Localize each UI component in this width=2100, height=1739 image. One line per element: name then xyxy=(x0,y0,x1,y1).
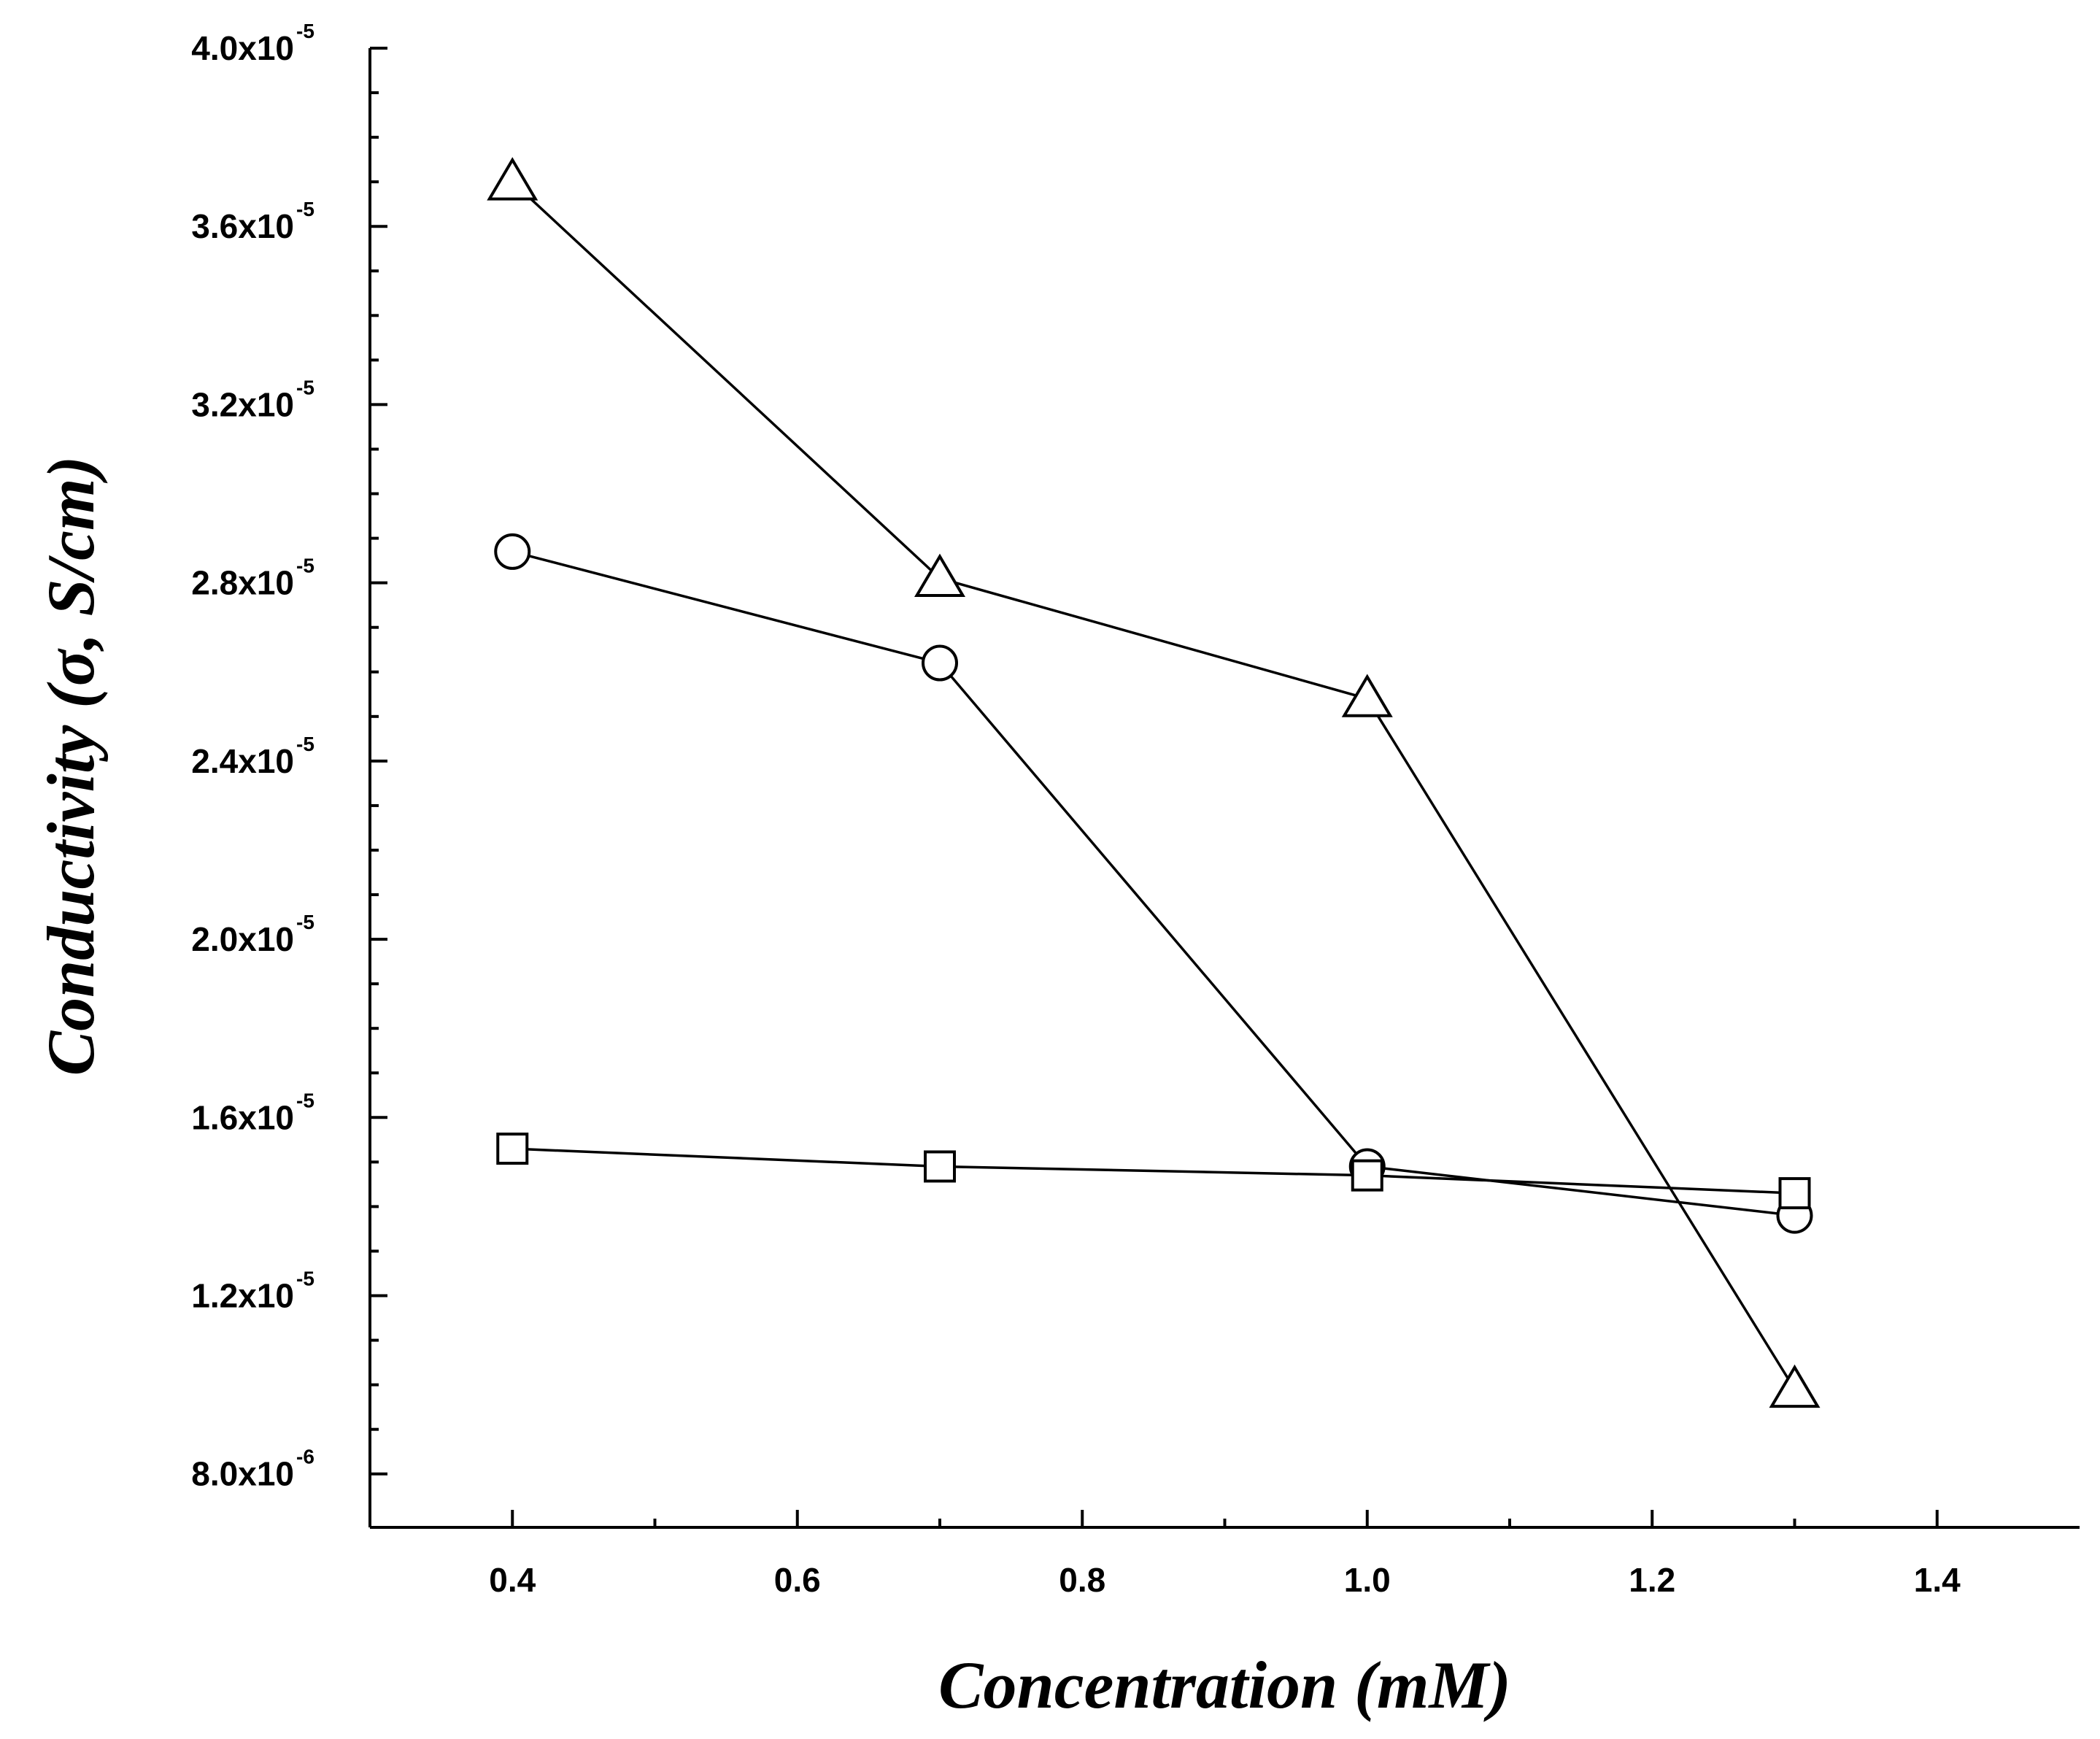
y-tick-label: 3.2x10 xyxy=(191,385,294,423)
axes xyxy=(368,48,2080,1529)
y-tick-label: 4.0x10 xyxy=(191,29,294,67)
data-point-circle xyxy=(494,533,531,570)
y-tick-exponent: -5 xyxy=(296,20,314,42)
y-tick-label: 1.6x10 xyxy=(191,1098,294,1136)
data-point-square xyxy=(1351,1159,1383,1192)
y-tick-exponent: -5 xyxy=(296,1089,314,1111)
y-tick-exponent: -5 xyxy=(296,555,314,577)
series-layer xyxy=(487,157,1821,1408)
x-tick-label: 1.2 xyxy=(1629,1561,1675,1599)
data-point-square xyxy=(1778,1177,1811,1210)
x-tick-label: 1.0 xyxy=(1344,1561,1391,1599)
series-square xyxy=(496,1133,1811,1210)
series-line-circle xyxy=(512,550,1795,1217)
y-tick-exponent: -5 xyxy=(296,911,314,933)
data-point-circle xyxy=(922,644,958,682)
data-point-triangle xyxy=(487,157,538,201)
data-point-triangle xyxy=(1341,674,1393,717)
x-tick-label: 1.4 xyxy=(1914,1561,1961,1599)
y-tick-exponent: -5 xyxy=(296,198,314,220)
series-line-triangle xyxy=(512,180,1796,1390)
y-axis-ticks: 8.0x10 -61.2x10 -51.6x10 -52.0x10 -52.4x10 -5… xyxy=(191,20,387,1493)
x-axis-ticks: 0.4 0.6 0.8 1.0 1.2 1.4 xyxy=(368,1510,1961,1599)
series-line-square xyxy=(512,1147,1795,1195)
x-tick-label: 0.4 xyxy=(489,1561,536,1599)
data-point-square xyxy=(924,1150,956,1183)
y-tick-exponent: -6 xyxy=(296,1446,314,1468)
y-tick-exponent: -5 xyxy=(296,376,314,398)
x-tick-label: 0.8 xyxy=(1059,1561,1105,1599)
data-point-triangle xyxy=(914,553,966,597)
y-tick-label: 2.4x10 xyxy=(191,742,294,780)
x-tick-label: 0.6 xyxy=(774,1561,821,1599)
y-tick-label: 3.6x10 xyxy=(191,207,294,245)
y-tick-label: 8.0x10 xyxy=(191,1455,294,1493)
y-tick-exponent: -5 xyxy=(296,733,314,755)
y-tick-label: 1.2x10 xyxy=(191,1277,294,1315)
y-tick-label: 2.8x10 xyxy=(191,564,294,602)
y-tick-label: 2.0x10 xyxy=(191,920,294,958)
x-axis-title: Concentration (mM) xyxy=(938,1648,1511,1722)
series-triangle xyxy=(487,157,1821,1408)
data-point-triangle xyxy=(1769,1364,1821,1408)
data-point-square xyxy=(496,1133,529,1165)
y-axis-title: Conductivity (σ, S/cm) xyxy=(34,456,108,1076)
y-tick-exponent: -5 xyxy=(296,1268,314,1290)
